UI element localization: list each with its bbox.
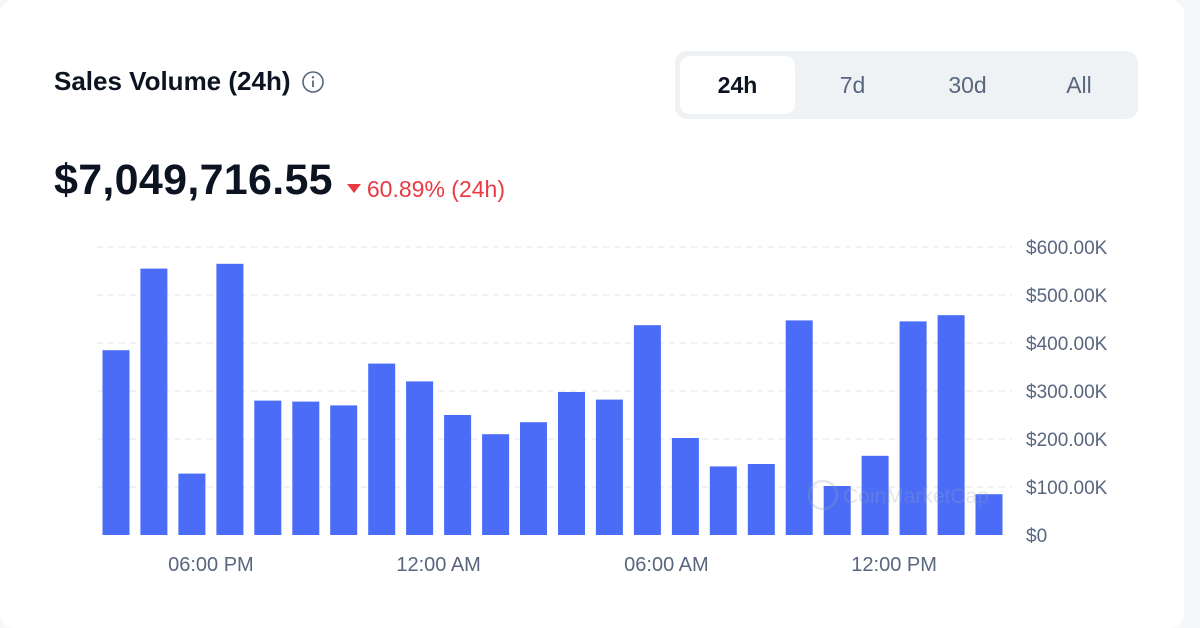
y-tick-label: $300.00K xyxy=(1026,382,1108,403)
bar[interactable] xyxy=(861,455,889,535)
change-indicator: 60.89% (24h) xyxy=(346,175,505,203)
change-percent: 60.89% (24h) xyxy=(366,175,505,202)
watermark: CoinMarketCap xyxy=(807,479,989,511)
bar[interactable] xyxy=(254,400,282,535)
bar[interactable] xyxy=(102,350,130,535)
bar[interactable] xyxy=(747,464,775,535)
bar[interactable] xyxy=(899,321,927,535)
bar[interactable] xyxy=(937,315,965,535)
bar[interactable] xyxy=(178,473,206,535)
bar[interactable] xyxy=(671,438,699,535)
y-tick-label: $200.00K xyxy=(1026,430,1108,451)
bar[interactable] xyxy=(140,268,168,535)
y-tick-label: $400.00K xyxy=(1026,334,1108,355)
watermark-text: CoinMarketCap xyxy=(843,485,989,508)
y-tick-label: $500.00K xyxy=(1026,286,1108,307)
coinmarketcap-logo-icon xyxy=(807,479,839,511)
bar[interactable] xyxy=(785,320,813,535)
tab-7d[interactable]: 7d xyxy=(839,72,866,98)
bar[interactable] xyxy=(444,415,472,535)
y-tick-label: $0 xyxy=(1026,526,1047,547)
y-tick-label: $600.00K xyxy=(1026,238,1108,259)
bar[interactable] xyxy=(292,401,320,535)
bar[interactable] xyxy=(482,434,510,535)
bar[interactable] xyxy=(330,405,358,535)
time-range-tabs: 24h 7d 30d All xyxy=(675,51,1138,119)
x-tick-label: 12:00 PM xyxy=(851,554,937,576)
bar[interactable] xyxy=(406,381,434,535)
tab-all[interactable]: All xyxy=(1066,72,1092,98)
summary-row: $7,049,716.55 60.89% (24h) xyxy=(54,156,505,205)
caret-down-icon xyxy=(346,184,361,193)
bar[interactable] xyxy=(558,392,585,535)
bar[interactable] xyxy=(595,399,623,535)
bar[interactable] xyxy=(975,494,1003,535)
x-tick-label: 06:00 PM xyxy=(168,554,254,576)
tab-30d[interactable]: 30d xyxy=(948,72,987,98)
info-circle-icon[interactable] xyxy=(301,70,325,94)
bar[interactable] xyxy=(709,466,737,535)
x-tick-label: 06:00 AM xyxy=(624,554,709,576)
tab-24h[interactable]: 24h xyxy=(680,56,795,114)
chart-title: Sales Volume (24h) xyxy=(54,66,325,97)
bar[interactable] xyxy=(216,263,244,535)
bar[interactable] xyxy=(368,363,396,535)
total-sales-value: $7,049,716.55 xyxy=(54,156,333,204)
bar[interactable] xyxy=(823,486,851,535)
bar[interactable] xyxy=(520,422,547,535)
y-tick-label: $100.00K xyxy=(1026,478,1108,499)
title-text: Sales Volume (24h) xyxy=(54,66,291,96)
x-tick-label: 12:00 AM xyxy=(396,554,481,576)
bar[interactable] xyxy=(633,325,661,535)
